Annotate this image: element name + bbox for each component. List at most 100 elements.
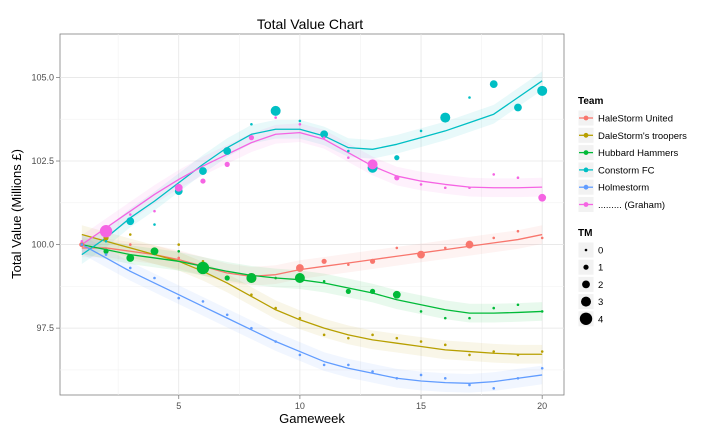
data-point bbox=[465, 240, 474, 249]
data-point bbox=[468, 383, 471, 387]
data-point bbox=[294, 273, 305, 284]
data-point bbox=[489, 80, 498, 89]
size-legend-label: 4 bbox=[598, 314, 603, 325]
data-point bbox=[321, 258, 327, 264]
size-legend-label: 0 bbox=[598, 246, 603, 257]
data-point bbox=[443, 316, 447, 320]
size-legend-dot bbox=[584, 248, 588, 252]
data-point bbox=[298, 122, 302, 126]
data-point bbox=[492, 387, 496, 390]
data-point bbox=[395, 246, 399, 250]
data-point bbox=[322, 280, 326, 283]
data-point bbox=[419, 373, 423, 377]
trend-line bbox=[81, 244, 543, 384]
data-point bbox=[394, 155, 400, 161]
data-point bbox=[298, 316, 302, 320]
trend-layer bbox=[81, 71, 543, 393]
data-point bbox=[395, 376, 399, 380]
data-point bbox=[443, 376, 447, 380]
legend-key-dot bbox=[583, 132, 589, 138]
data-point bbox=[223, 147, 232, 155]
data-point bbox=[153, 223, 156, 226]
data-point bbox=[153, 276, 156, 280]
data-point bbox=[347, 336, 350, 340]
data-point bbox=[540, 236, 544, 240]
data-point bbox=[225, 313, 229, 317]
legend-key-dot bbox=[583, 115, 589, 121]
data-point bbox=[248, 135, 255, 141]
data-point bbox=[200, 178, 206, 184]
data-point bbox=[516, 376, 520, 380]
data-point bbox=[347, 149, 350, 153]
data-point bbox=[369, 288, 376, 294]
data-point bbox=[250, 122, 253, 126]
x-tick-label: 10 bbox=[295, 401, 305, 411]
data-point bbox=[492, 306, 496, 310]
data-point bbox=[516, 353, 520, 357]
size-legend-label: 3 bbox=[598, 297, 603, 308]
data-point bbox=[516, 303, 520, 307]
data-point bbox=[322, 363, 326, 367]
data-point bbox=[196, 261, 210, 275]
data-point bbox=[537, 85, 548, 96]
legend: Team HaleStorm United DaleStorm's trooper… bbox=[577, 96, 687, 328]
trend-line bbox=[81, 80, 543, 256]
data-point bbox=[443, 246, 447, 250]
data-point bbox=[174, 183, 183, 192]
trend-ribbon bbox=[81, 225, 543, 364]
legend-label: HaleStorm United bbox=[598, 114, 673, 125]
legend-label: Holmestorm bbox=[598, 183, 649, 194]
data-point bbox=[128, 266, 132, 270]
data-point bbox=[274, 116, 277, 119]
data-point bbox=[99, 225, 113, 238]
data-point bbox=[177, 249, 181, 253]
data-point bbox=[417, 250, 425, 259]
x-axis-label: Gameweek bbox=[279, 411, 345, 426]
data-point bbox=[104, 253, 108, 256]
data-point bbox=[369, 258, 376, 264]
axes-layer: 5 10 15 20 97.5 100.0 102.5 105.0 bbox=[31, 72, 547, 411]
data-point bbox=[516, 176, 520, 180]
data-point bbox=[153, 209, 156, 213]
data-point bbox=[395, 336, 399, 340]
data-point bbox=[347, 263, 350, 266]
color-legend-title: Team bbox=[578, 96, 603, 107]
data-point bbox=[274, 306, 277, 310]
data-point bbox=[419, 129, 423, 133]
data-point bbox=[540, 350, 544, 353]
x-tick-label: 5 bbox=[176, 401, 181, 411]
data-point bbox=[347, 156, 350, 159]
data-point bbox=[419, 340, 423, 343]
data-point bbox=[128, 213, 132, 216]
data-point bbox=[371, 370, 374, 373]
data-point bbox=[177, 256, 181, 260]
legend-label: Hubbard Hammers bbox=[598, 148, 678, 159]
data-point bbox=[177, 243, 181, 246]
data-point bbox=[177, 296, 181, 300]
data-point bbox=[492, 350, 496, 353]
data-point bbox=[516, 229, 520, 233]
legend-label: DaleStorm's troopers bbox=[598, 131, 687, 142]
data-point bbox=[322, 333, 326, 337]
size-legend-label: 2 bbox=[598, 280, 603, 291]
size-legend-label: 1 bbox=[598, 263, 603, 274]
data-point bbox=[468, 316, 471, 320]
legend-key-dot bbox=[583, 150, 589, 156]
data-point bbox=[514, 103, 522, 112]
data-point bbox=[419, 183, 423, 186]
data-point bbox=[468, 96, 471, 99]
data-point bbox=[440, 112, 451, 123]
size-legend-dot bbox=[583, 264, 589, 270]
data-point bbox=[468, 353, 471, 357]
data-point bbox=[128, 233, 132, 236]
data-point bbox=[150, 247, 159, 256]
data-point bbox=[540, 310, 544, 313]
size-legend-dot bbox=[579, 312, 593, 325]
data-point bbox=[224, 161, 230, 167]
y-tick-label: 100.0 bbox=[31, 240, 54, 250]
data-point bbox=[394, 175, 400, 181]
trend-line bbox=[81, 243, 543, 314]
trend-ribbon bbox=[81, 123, 543, 254]
legend-key-dot bbox=[583, 184, 589, 190]
x-tick-label: 20 bbox=[537, 401, 547, 411]
